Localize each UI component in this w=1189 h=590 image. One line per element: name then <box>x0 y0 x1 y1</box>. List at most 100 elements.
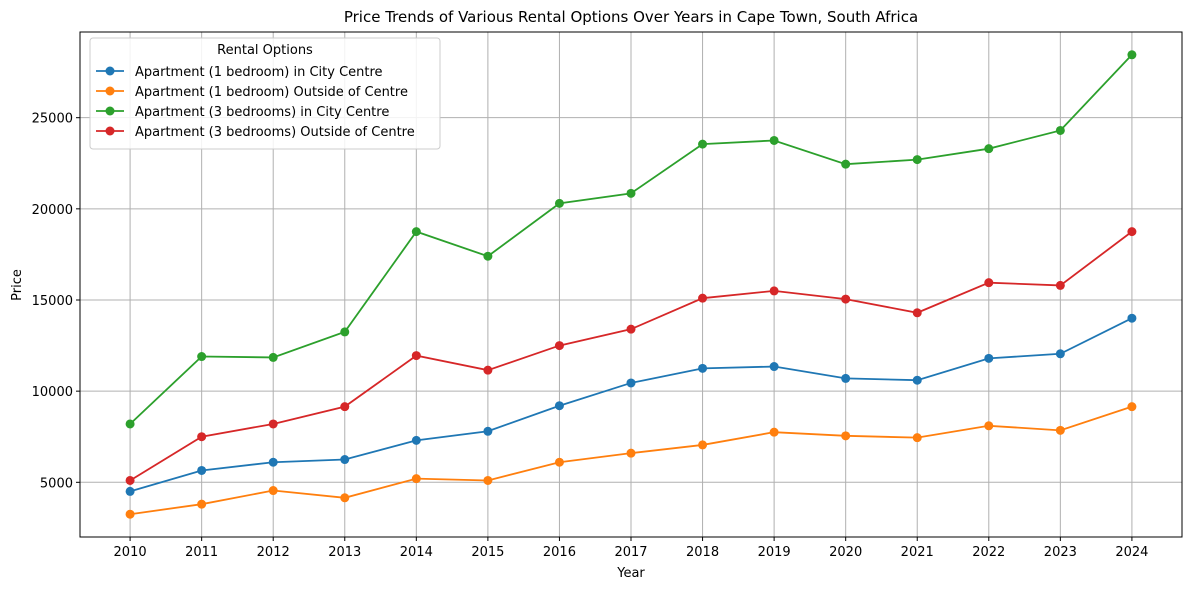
data-point <box>769 427 779 437</box>
data-point <box>197 352 207 362</box>
data-point <box>912 308 922 318</box>
data-point <box>1127 50 1137 60</box>
x-tick-label: 2022 <box>972 545 1005 560</box>
data-point <box>197 465 207 475</box>
data-point <box>912 433 922 443</box>
data-point <box>268 457 278 467</box>
legend-marker <box>105 66 115 76</box>
x-axis-label: Year <box>616 566 645 581</box>
data-point <box>698 363 708 373</box>
data-point <box>554 198 564 208</box>
x-tick-label: 2023 <box>1044 545 1077 560</box>
x-tick-label: 2024 <box>1115 545 1148 560</box>
y-tick-label: 10000 <box>32 385 73 400</box>
y-axis-label: Price <box>10 269 25 301</box>
x-axis: 2010 2011 2012 2013 2014 2015 2016 2017 2018 2019… <box>114 537 1148 560</box>
legend-item: Apartment (1 bedroom) Outside of Centre <box>96 85 408 100</box>
data-point <box>483 365 493 375</box>
data-point <box>769 286 779 296</box>
data-point <box>554 457 564 467</box>
data-point <box>698 139 708 149</box>
legend-marker <box>105 126 115 136</box>
data-point <box>984 278 994 288</box>
data-point <box>1055 125 1065 135</box>
data-point <box>912 375 922 385</box>
x-tick-label: 2011 <box>185 545 218 560</box>
data-point <box>411 435 421 445</box>
x-tick-label: 2016 <box>543 545 576 560</box>
x-tick-label: 2010 <box>114 545 147 560</box>
data-point <box>411 351 421 361</box>
legend-label: Apartment (1 bedroom) in City Centre <box>135 65 383 80</box>
series-2 <box>125 402 1137 519</box>
data-point <box>483 475 493 485</box>
data-point <box>125 475 135 485</box>
data-point <box>554 401 564 411</box>
legend-marker <box>105 106 115 116</box>
data-point <box>340 493 350 503</box>
data-point <box>1055 349 1065 359</box>
data-point <box>197 432 207 442</box>
data-point <box>483 251 493 261</box>
data-point <box>125 486 135 496</box>
data-point <box>1127 313 1137 323</box>
x-tick-label: 2019 <box>758 545 791 560</box>
data-point <box>340 402 350 412</box>
y-axis: 5000 10000 15000 20000 25000 <box>32 112 80 491</box>
chart-title: Price Trends of Various Rental Options O… <box>344 8 918 26</box>
y-tick-label: 20000 <box>32 203 73 218</box>
legend-label: Apartment (1 bedroom) Outside of Centre <box>135 85 408 100</box>
data-point <box>698 440 708 450</box>
legend-item: Apartment (3 bedrooms) in City Centre <box>96 105 389 120</box>
data-point <box>626 324 636 334</box>
data-point <box>340 327 350 337</box>
data-point <box>125 509 135 519</box>
series-4 <box>125 227 1137 485</box>
legend-box <box>89 37 441 150</box>
data-point <box>1055 425 1065 435</box>
legend: Rental Options Apartment (1 bedroom) in … <box>89 37 441 150</box>
legend-label: Apartment (3 bedrooms) in City Centre <box>135 105 389 120</box>
data-point <box>268 352 278 362</box>
data-point <box>1127 227 1137 237</box>
legend-marker <box>105 86 115 96</box>
data-point <box>841 431 851 441</box>
data-point <box>769 362 779 372</box>
data-point <box>841 373 851 383</box>
y-tick-label: 15000 <box>32 294 73 309</box>
data-point <box>197 499 207 509</box>
legend-item: Apartment (3 bedrooms) Outside of Centre <box>96 125 415 140</box>
data-point <box>125 419 135 429</box>
data-point <box>626 378 636 388</box>
series-lines <box>125 50 1137 519</box>
x-tick-label: 2015 <box>471 545 504 560</box>
legend-item: Apartment (1 bedroom) in City Centre <box>96 65 383 80</box>
series-3 <box>125 50 1137 429</box>
data-point <box>411 227 421 237</box>
data-point <box>411 474 421 484</box>
data-point <box>268 419 278 429</box>
x-tick-label: 2013 <box>328 545 361 560</box>
data-point <box>912 155 922 165</box>
data-point <box>984 353 994 363</box>
x-tick-label: 2020 <box>829 545 862 560</box>
data-point <box>268 486 278 496</box>
x-tick-label: 2014 <box>400 545 433 560</box>
data-point <box>1127 402 1137 412</box>
data-point <box>483 426 493 436</box>
data-point <box>1055 280 1065 290</box>
series-1 <box>125 313 1137 496</box>
data-point <box>984 144 994 154</box>
x-tick-label: 2021 <box>901 545 934 560</box>
data-point <box>769 135 779 145</box>
data-point <box>841 294 851 304</box>
data-point <box>626 188 636 198</box>
data-point <box>626 448 636 458</box>
data-point <box>984 421 994 431</box>
x-tick-label: 2018 <box>686 545 719 560</box>
y-tick-label: 5000 <box>40 476 73 491</box>
y-tick-label: 25000 <box>32 112 73 127</box>
data-point <box>340 455 350 465</box>
legend-label: Apartment (3 bedrooms) Outside of Centre <box>135 125 415 140</box>
